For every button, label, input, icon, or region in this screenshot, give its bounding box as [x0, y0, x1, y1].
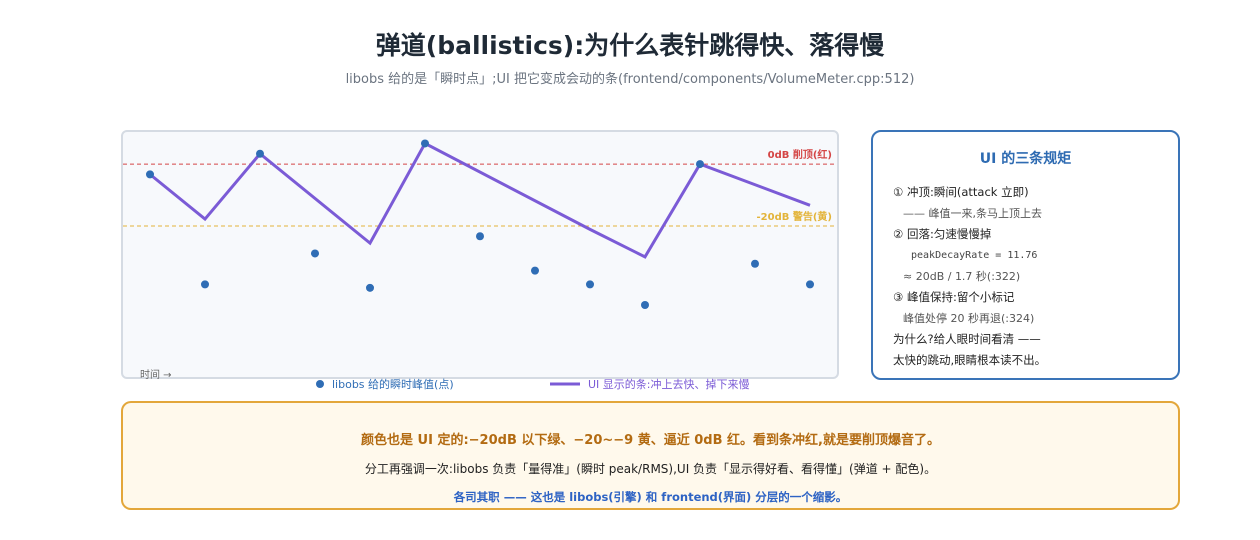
rule-2-sub: ≈ 20dB / 1.7 秒(:322)	[903, 270, 1021, 283]
division-note-line: 分工再强调一次:libobs 负责「量得准」(瞬时 peak/RMS),UI 负…	[364, 462, 937, 476]
rules-why-line1: 为什么?给人眼时间看清 ——	[893, 332, 1041, 346]
page-title: 弹道(ballistics):为什么表针跳得快、落得慢	[375, 31, 885, 60]
rules-title: UI 的三条规矩	[979, 151, 1072, 167]
chart-panel	[121, 130, 839, 379]
color-note-line: 颜色也是 UI 定的:−20dB 以下绿、−20~−9 黄、逼近 0dB 红。看…	[361, 433, 940, 448]
rules-panel: UI 的三条规矩 ① 冲顶:瞬间(attack 立即) —— 峰值一来,条马上顶…	[871, 130, 1180, 380]
rule-1-sub: —— 峰值一来,条马上顶上去	[903, 207, 1042, 220]
page-subtitle: libobs 给的是「瞬时点」;UI 把它变成会动的条(frontend/com…	[345, 72, 915, 87]
legend-points-marker	[316, 380, 324, 388]
color-note-panel: 颜色也是 UI 定的:−20dB 以下绿、−20~−9 黄、逼近 0dB 红。看…	[121, 401, 1180, 510]
rule-3-sub: 峰值处停 20 秒再退(:324)	[903, 312, 1035, 325]
legend-points-label: libobs 给的瞬时峰值(点)	[332, 377, 454, 391]
rule-2-code: peakDecayRate = 11.76	[911, 250, 1038, 261]
rule-2-head: ② 回落:匀速慢慢掉	[893, 227, 992, 241]
rule-3-head: ③ 峰值保持:留个小标记	[893, 290, 1015, 304]
legend-line-label: UI 显示的条:冲上去快、掉下来慢	[588, 377, 750, 391]
layering-note-line: 各司其职 —— 这也是 libobs(引擎) 和 frontend(界面) 分层…	[453, 490, 848, 504]
rules-why-line2: 太快的跳动,眼睛根本读不出。	[893, 353, 1047, 367]
rule-1-head: ① 冲顶:瞬间(attack 立即)	[893, 185, 1029, 199]
